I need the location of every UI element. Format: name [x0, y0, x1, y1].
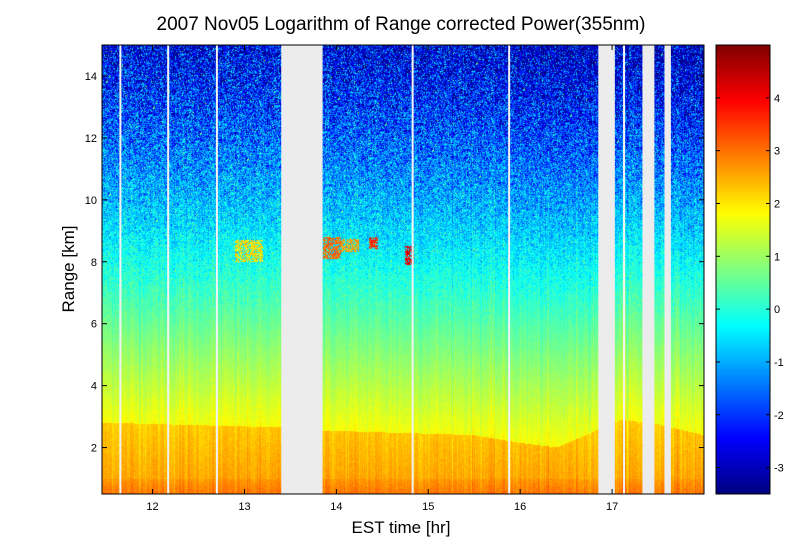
y-axis-ticks: 2 4 6 8 10 12 14 — [85, 71, 704, 455]
colorbar-tick-label: -3 — [774, 463, 784, 475]
y-tick-label: 12 — [85, 133, 97, 145]
profile-break-1 — [167, 45, 170, 494]
colorbar-tick-label: -1 — [774, 357, 784, 369]
profile-break-3 — [411, 45, 414, 494]
profile-break-4 — [508, 45, 511, 494]
x-tick-label: 15 — [422, 501, 434, 513]
y-axis-label: Range [km] — [59, 226, 78, 313]
colorbar-tick-label: 1 — [774, 251, 780, 263]
profile-break-5 — [623, 45, 626, 494]
data-gap-0 — [281, 45, 323, 494]
x-tick-label: 13 — [238, 501, 250, 513]
colorbar-tick-label: 3 — [774, 146, 780, 158]
colorbar-gradient — [716, 45, 770, 494]
plot-area: 12 13 14 15 16 17 2 4 6 8 10 12 14 — [85, 44, 705, 513]
y-tick-label: 14 — [85, 71, 97, 83]
y-tick-label: 10 — [85, 195, 97, 207]
data-gap-1 — [598, 45, 615, 494]
y-tick-label: 4 — [91, 381, 97, 393]
colorbar-tick-label: 0 — [774, 304, 780, 316]
y-tick-label: 6 — [91, 319, 97, 331]
x-tick-label: 12 — [146, 501, 158, 513]
x-tick-label: 16 — [514, 501, 526, 513]
colorbar-ticks: -3 -2 -1 0 1 2 3 4 — [716, 93, 784, 475]
data-gap-2 — [642, 45, 655, 494]
y-tick-label: 2 — [91, 443, 97, 455]
colorbar-tick-label: 2 — [774, 198, 780, 210]
colorbar: -3 -2 -1 0 1 2 3 4 — [715, 44, 784, 495]
colorbar-tick-label: -2 — [774, 410, 784, 422]
colorbar-frame — [715, 44, 771, 495]
x-tick-label: 14 — [330, 501, 342, 513]
y-tick-label: 8 — [91, 257, 97, 269]
plot-frame — [101, 44, 705, 495]
profile-break-0 — [119, 45, 122, 494]
profile-break-2 — [215, 45, 218, 494]
x-tick-label: 17 — [606, 501, 618, 513]
x-axis-label: EST time [hr] — [352, 518, 451, 537]
data-gap-3 — [664, 45, 671, 494]
chart-title: 2007 Nov05 Logarithm of Range corrected … — [157, 14, 646, 35]
x-axis-ticks: 12 13 14 15 16 17 — [146, 45, 618, 513]
data-gaps — [119, 45, 671, 494]
colorbar-tick-label: 4 — [774, 93, 780, 105]
